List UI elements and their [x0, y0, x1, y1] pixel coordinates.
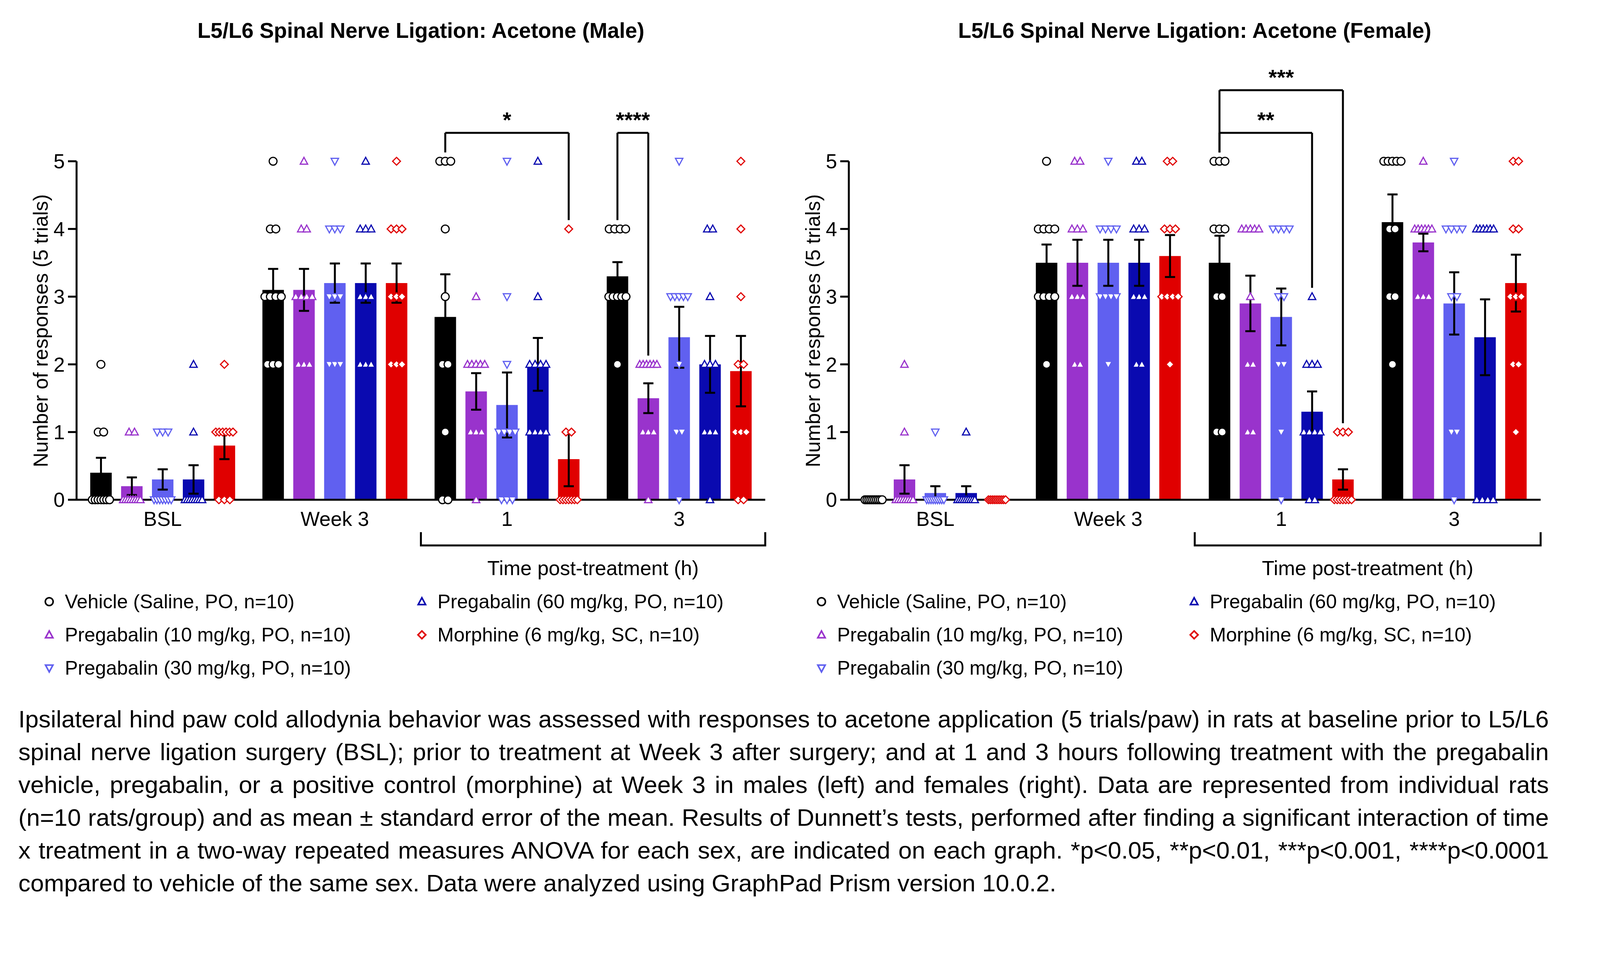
svg-text:5: 5 [53, 150, 65, 173]
svg-text:3: 3 [825, 285, 838, 309]
html-text:Vehicle (Saline, PO, n=10): Vehicle (Saline, PO, n=10) [837, 591, 1067, 613]
svg-text:4: 4 [825, 217, 838, 241]
html-text:L5/L6 Spinal Nerve Ligation: A: L5/L6 Spinal Nerve Ligation: Acetone (Ma… [197, 18, 645, 43]
html-text:Pregabalin (60 mg/kg, PO, n=10: Pregabalin (60 mg/kg, PO, n=10) [437, 591, 724, 613]
html-text:Pregabalin (10 mg/kg, PO, n=10: Pregabalin (10 mg/kg, PO, n=10) [64, 624, 351, 647]
html-text:Morphine (6 mg/kg, SC, n=10): Morphine (6 mg/kg, SC, n=10) [437, 624, 700, 647]
html-text:Ipsilateral hind paw cold allo: Ipsilateral hind paw cold allodynia beha… [18, 705, 1549, 897]
svg-text:1: 1 [825, 421, 838, 444]
svg-text:1: 1 [53, 421, 65, 444]
svg-text:5: 5 [825, 150, 838, 173]
html-text:L5/L6 Spinal Nerve Ligation: A: L5/L6 Spinal Nerve Ligation: Acetone (Fe… [958, 18, 1432, 43]
svg-text:0: 0 [53, 488, 65, 512]
svg-text:0: 0 [825, 488, 838, 512]
svg-text:3: 3 [673, 507, 685, 531]
svg-text:****: **** [616, 107, 650, 133]
svg-text:*: * [502, 107, 512, 133]
svg-text:Week 3: Week 3 [1073, 507, 1143, 531]
html-text:Pregabalin (10 mg/kg, PO, n=10: Pregabalin (10 mg/kg, PO, n=10) [837, 624, 1124, 647]
svg-text:**: ** [1257, 107, 1275, 133]
html-text:Pregabalin (30 mg/kg, PO, n=10: Pregabalin (30 mg/kg, PO, n=10) [64, 657, 351, 680]
html-text:Number of responses (5 trials): Number of responses (5 trials) [801, 194, 825, 468]
svg-text:3: 3 [53, 285, 65, 309]
svg-text:2: 2 [825, 353, 838, 377]
svg-text:1: 1 [501, 507, 513, 531]
svg-text:BSL: BSL [916, 507, 955, 531]
svg-text:4: 4 [53, 217, 65, 241]
html-text:Number of responses (5 trials): Number of responses (5 trials) [29, 194, 52, 468]
svg-text:***: *** [1268, 64, 1295, 90]
html-text:Time post-treatment (h): Time post-treatment (h) [1261, 557, 1474, 580]
html-text:Morphine (6 mg/kg, SC, n=10): Morphine (6 mg/kg, SC, n=10) [1209, 624, 1472, 647]
html-text:Pregabalin (60 mg/kg, PO, n=10: Pregabalin (60 mg/kg, PO, n=10) [1209, 591, 1496, 613]
svg-text:2: 2 [53, 353, 65, 377]
svg-text:Week 3: Week 3 [300, 507, 369, 531]
svg-text:BSL: BSL [143, 507, 182, 531]
svg-text:1: 1 [1275, 507, 1287, 531]
svg-text:3: 3 [1448, 507, 1460, 531]
html-text:Time post-treatment (h): Time post-treatment (h) [487, 557, 699, 580]
html-text:Pregabalin (30 mg/kg, PO, n=10: Pregabalin (30 mg/kg, PO, n=10) [837, 657, 1124, 680]
html-text:Vehicle (Saline, PO, n=10): Vehicle (Saline, PO, n=10) [64, 591, 295, 613]
